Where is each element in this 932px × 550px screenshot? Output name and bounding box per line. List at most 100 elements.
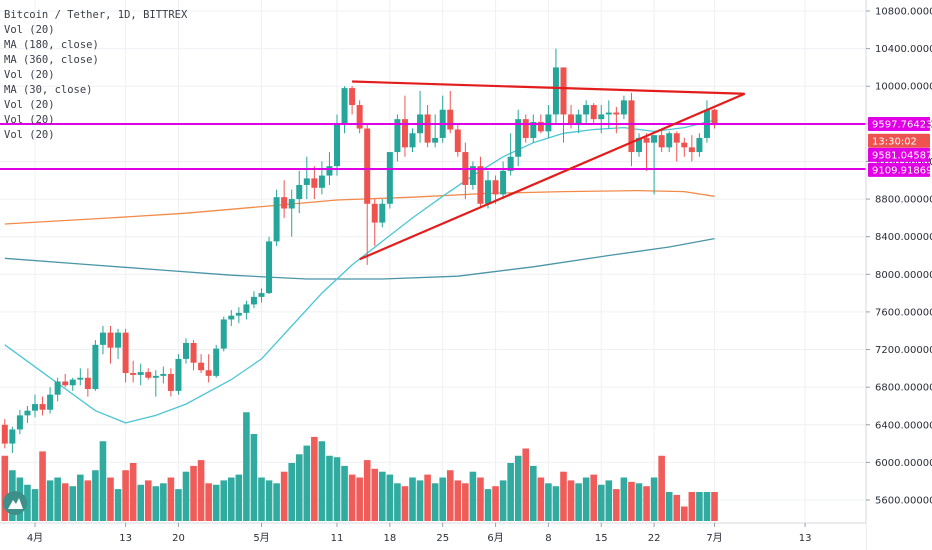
volume-bar xyxy=(439,477,446,521)
volume-bar xyxy=(190,465,197,521)
volume-bar xyxy=(122,470,129,521)
y-tick-label: 6400.000000 xyxy=(875,420,932,431)
candle-body xyxy=(530,121,537,138)
volume-bar xyxy=(386,474,394,521)
candle-body xyxy=(107,332,114,348)
price-axis[interactable]: 10800.00000010400.00000010000.0000009600… xyxy=(865,0,932,550)
x-tick-label: 5月 xyxy=(253,532,269,544)
volume-bar xyxy=(545,483,552,521)
candle-body xyxy=(183,342,189,359)
candle-body xyxy=(1,424,8,444)
volume-bar xyxy=(1,455,9,521)
volume-bar xyxy=(182,471,190,521)
price-tags: 9597.76423 13:30:02 9581.04587 9109.91869 xyxy=(868,117,932,177)
legend-item: Vol (20) xyxy=(4,24,55,36)
volume-bar xyxy=(424,474,431,521)
volume-bar xyxy=(99,441,107,521)
candle-body xyxy=(250,296,257,305)
candle-body xyxy=(537,121,544,132)
candle-body xyxy=(311,178,318,188)
volume-bar xyxy=(409,477,416,521)
volume-bar xyxy=(605,480,613,521)
x-tick-label: 13 xyxy=(799,533,812,544)
ma-360-line xyxy=(4,237,715,280)
candle-body xyxy=(711,109,718,124)
y-tick-label: 6800.000000 xyxy=(875,383,932,394)
x-tick-label: 20 xyxy=(172,533,185,544)
chart-title: Bitcoin / Tether, 1D, BITTREX xyxy=(4,9,188,21)
volume-bar xyxy=(371,468,379,521)
candle-body xyxy=(568,114,575,124)
volume-bar xyxy=(477,477,484,521)
candle-body xyxy=(175,358,182,391)
candle-body xyxy=(303,178,310,185)
volume-bar xyxy=(590,474,597,521)
y-tick-label: 6000.000000 xyxy=(875,458,932,469)
y-tick-label: 8400.000000 xyxy=(875,232,932,243)
price-tag-label: 9597.76423 xyxy=(872,120,932,131)
volume-bar xyxy=(243,412,250,521)
candle-body xyxy=(341,88,348,124)
candle-body xyxy=(99,332,106,345)
volume-bar xyxy=(24,484,31,521)
volume-bar xyxy=(280,471,288,521)
candle-body xyxy=(696,137,703,153)
candle-body xyxy=(454,129,461,153)
candle-body xyxy=(205,370,212,376)
ma-30-line xyxy=(4,119,715,424)
candle-body xyxy=(213,348,220,376)
price-tag xyxy=(868,147,930,162)
y-tick-label: 5600.000000 xyxy=(875,496,932,507)
volume-bar xyxy=(295,454,303,521)
candle-body xyxy=(583,105,590,115)
candle-body xyxy=(386,152,393,204)
horizontal-lines[interactable] xyxy=(0,123,866,170)
candle-body xyxy=(92,344,99,390)
legend-item: MA (30, close) xyxy=(4,84,93,96)
volume-bar xyxy=(446,470,454,521)
y-tick-label: 7600.000000 xyxy=(875,307,932,318)
volume-bar xyxy=(273,483,280,521)
volume-bar xyxy=(235,474,243,521)
volume-bar xyxy=(469,471,477,521)
trend-line xyxy=(352,80,745,95)
volume-bar xyxy=(688,492,696,521)
candle-body xyxy=(16,415,23,430)
trend-lines[interactable] xyxy=(352,80,746,261)
candle-body xyxy=(575,114,582,124)
candle-body xyxy=(545,114,552,132)
volume-bar xyxy=(567,480,575,521)
candle-body xyxy=(401,119,408,148)
volume-bar xyxy=(61,483,69,521)
price-tag-label: 9109.91869 xyxy=(872,165,932,176)
volume-bar xyxy=(650,477,658,521)
volume-bar xyxy=(197,460,205,521)
x-tick-label: 22 xyxy=(648,533,661,544)
volume-bar xyxy=(597,484,605,521)
candle-body xyxy=(485,180,491,204)
candle-body xyxy=(39,404,46,410)
candle-body xyxy=(84,377,91,390)
tradingview-logo-icon[interactable] xyxy=(3,491,27,515)
volume-bar xyxy=(333,457,341,521)
volume-bar xyxy=(575,483,582,521)
candle-body xyxy=(628,100,635,153)
candle-body xyxy=(636,137,642,153)
time-axis[interactable]: 4月 13 20 5月 11 18 25 6月 8 15 22 7月 13 xyxy=(0,522,866,550)
x-tick-label: 4月 xyxy=(27,532,43,544)
volume-bar xyxy=(92,470,99,521)
volume-bar xyxy=(318,441,326,521)
grid xyxy=(0,0,866,523)
volume-bar xyxy=(341,465,348,521)
candle-body xyxy=(228,315,235,320)
legend-item: Vol (20) xyxy=(4,69,55,81)
trend-line xyxy=(359,92,746,261)
volume-bar xyxy=(522,448,530,521)
candle-body xyxy=(24,410,31,416)
volume-bar xyxy=(348,474,356,521)
candle-body xyxy=(469,166,476,185)
volume-bar xyxy=(152,486,160,521)
candle-body xyxy=(666,133,673,148)
candle-body xyxy=(32,404,38,411)
